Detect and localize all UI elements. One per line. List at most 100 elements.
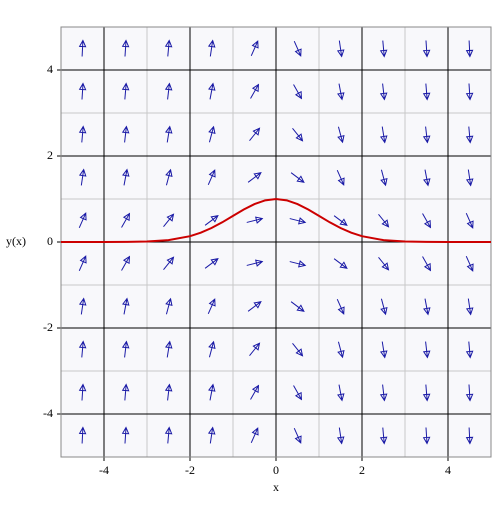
field-arrow (121, 82, 130, 100)
x-tick-label: -2 (185, 463, 195, 477)
x-axis-label: x (273, 480, 279, 494)
field-arrow (380, 298, 388, 316)
field-arrow (208, 125, 216, 143)
field-arrow (163, 256, 175, 271)
field-arrow (292, 127, 304, 142)
field-arrow (250, 384, 260, 400)
field-arrow (337, 384, 345, 402)
field-arrow (204, 215, 219, 226)
field-arrow (246, 216, 264, 224)
field-arrow (121, 39, 130, 57)
field-arrow (289, 217, 307, 225)
field-arrow (78, 426, 87, 444)
field-arrow (422, 341, 431, 359)
field-arrow (290, 172, 305, 183)
field-arrow (336, 427, 345, 445)
field-arrow (207, 426, 216, 444)
field-arrow (422, 213, 432, 229)
field-arrow (247, 172, 262, 183)
x-tick-label: 2 (359, 463, 365, 477)
field-arrow (379, 40, 388, 58)
field-arrow (249, 342, 261, 357)
field-arrow (465, 255, 474, 272)
field-arrow (293, 40, 302, 57)
y-tick-label: -4 (43, 406, 53, 420)
field-arrow (204, 258, 219, 269)
field-arrow (122, 168, 130, 186)
field-arrow (121, 426, 130, 444)
field-arrow (164, 340, 173, 358)
field-arrow (164, 383, 173, 401)
field-arrow (378, 213, 390, 228)
field-arrow (465, 384, 474, 402)
field-arrow (422, 126, 431, 144)
field-arrow (207, 39, 216, 57)
field-arrow (379, 384, 388, 402)
field-arrow (163, 213, 175, 228)
field-arrow (293, 385, 303, 401)
field-arrow (247, 301, 262, 312)
field-arrow (78, 212, 87, 229)
field-arrow (465, 298, 474, 316)
x-tick-label: -4 (99, 463, 109, 477)
field-arrow (250, 40, 259, 57)
field-arrow (379, 83, 388, 101)
field-arrow (250, 427, 259, 444)
solution-curve (61, 197, 491, 243)
field-arrow (208, 383, 216, 401)
field-arrow (337, 83, 345, 101)
field-arrow (78, 297, 87, 315)
field-arrow (121, 212, 131, 228)
field-arrow (379, 427, 388, 445)
field-arrow (422, 427, 431, 445)
field-arrow (208, 82, 216, 100)
field-arrow (422, 256, 432, 272)
field-arrow (78, 125, 87, 143)
field-arrow (78, 383, 87, 401)
field-arrow (78, 82, 87, 100)
field-arrow (164, 82, 173, 100)
field-arrow (423, 169, 431, 187)
field-arrow (292, 342, 304, 357)
field-arrow (249, 127, 261, 142)
field-arrow (465, 212, 474, 229)
field-arrow (465, 427, 474, 445)
field-arrow (422, 384, 431, 402)
field-arrow (121, 383, 130, 401)
field-arrow (380, 169, 388, 187)
x-tick-label: 0 (273, 463, 279, 477)
y-tick-label: -2 (43, 320, 53, 334)
x-tick-label: 4 (445, 463, 451, 477)
field-arrow (337, 341, 345, 359)
field-arrow (78, 168, 87, 186)
field-arrow (465, 126, 474, 144)
field-arrow (289, 260, 307, 268)
field-arrow (121, 125, 130, 143)
field-arrow (293, 427, 302, 444)
field-arrow (208, 340, 216, 358)
field-arrow (246, 259, 264, 267)
field-arrow (250, 83, 260, 99)
field-arrow (122, 297, 130, 315)
field-arrow (465, 40, 474, 58)
field-arrow (378, 256, 390, 271)
field-arrow (336, 298, 345, 315)
field-arrow (337, 126, 345, 144)
field-arrow (336, 169, 345, 186)
y-tick-label: 0 (47, 234, 53, 248)
field-arrow (164, 39, 173, 57)
field-arrow (333, 258, 348, 269)
field-arrow (423, 298, 431, 316)
field-arrow (207, 298, 216, 315)
field-arrow (207, 169, 216, 186)
y-axis-label: y(x) (6, 234, 26, 248)
field-arrow (78, 39, 87, 57)
field-arrow (465, 83, 474, 101)
field-arrow (465, 169, 474, 187)
field-arrow (290, 301, 305, 312)
field-arrow (333, 215, 348, 226)
y-tick-label: 4 (47, 62, 53, 76)
field-arrow (121, 255, 131, 271)
field-arrow (379, 341, 388, 359)
